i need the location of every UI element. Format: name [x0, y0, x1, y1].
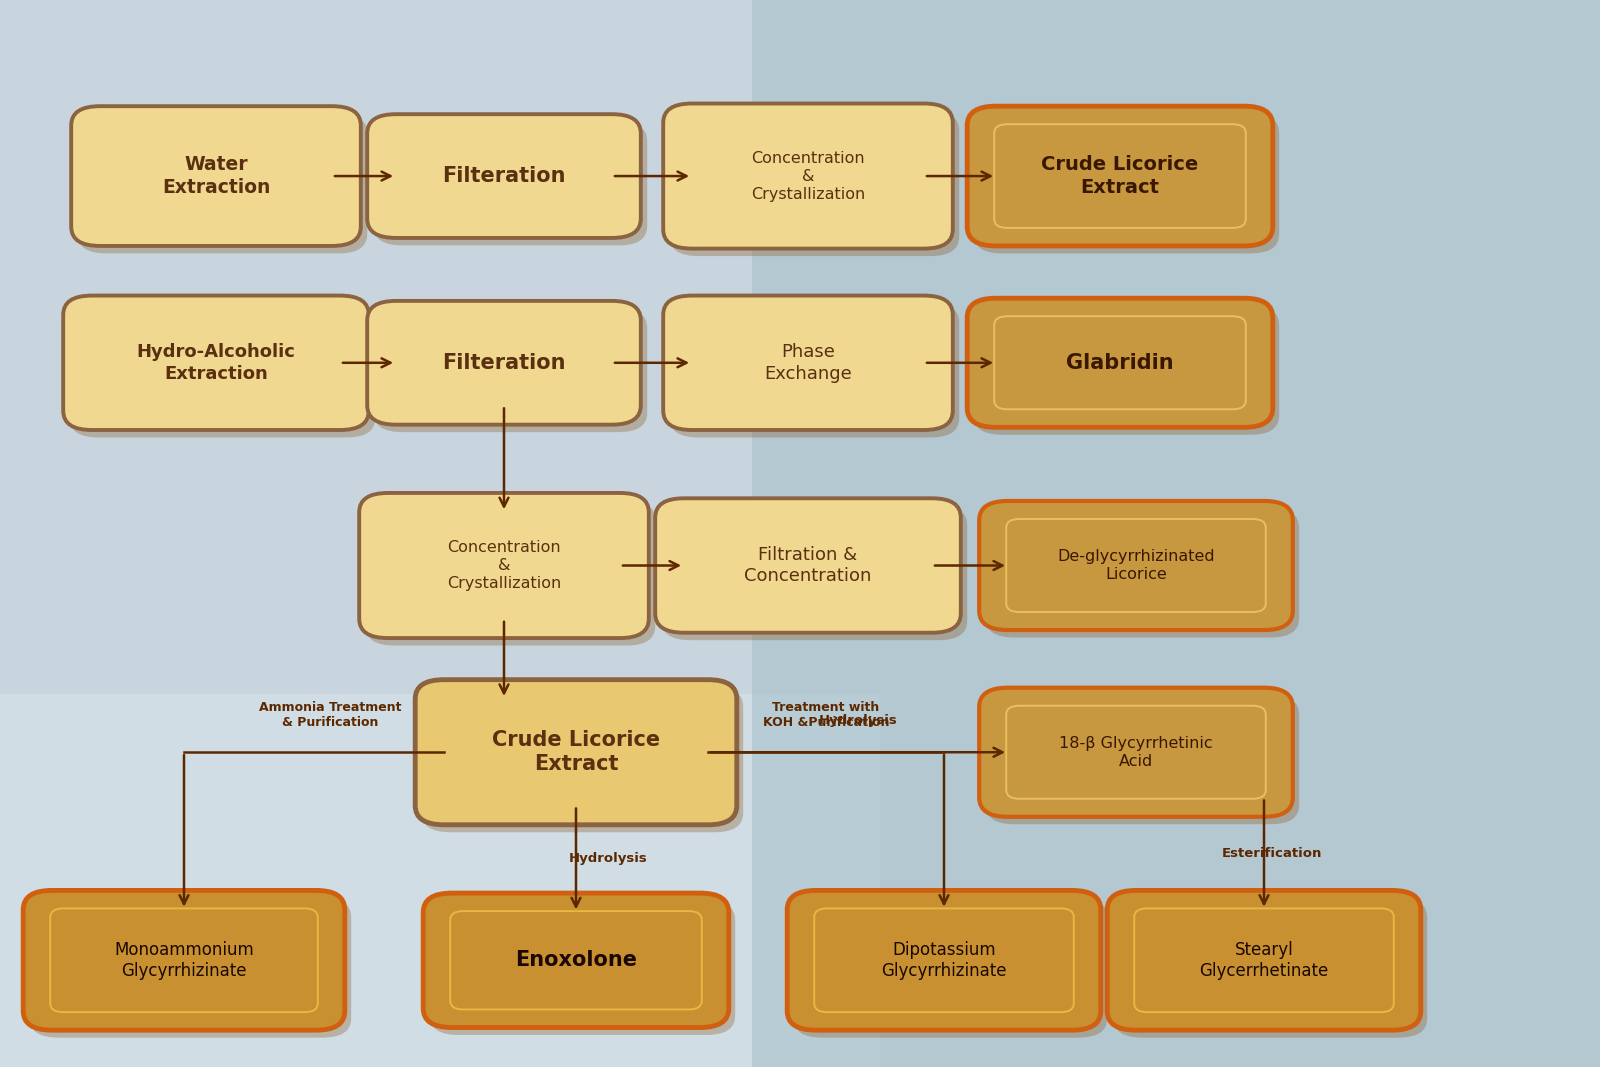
FancyBboxPatch shape	[64, 296, 368, 430]
FancyBboxPatch shape	[656, 498, 960, 633]
FancyBboxPatch shape	[429, 901, 734, 1035]
Text: Treatment with
KOH &Purification: Treatment with KOH &Purification	[763, 701, 890, 729]
Text: Hydrolysis: Hydrolysis	[568, 853, 648, 865]
FancyBboxPatch shape	[973, 305, 1278, 435]
Text: Filtration &
Concentration: Filtration & Concentration	[744, 545, 872, 586]
FancyBboxPatch shape	[70, 303, 376, 437]
FancyBboxPatch shape	[670, 111, 958, 256]
FancyBboxPatch shape	[421, 687, 742, 832]
Text: Concentration
&
Crystallization: Concentration & Crystallization	[750, 150, 866, 202]
FancyBboxPatch shape	[794, 898, 1107, 1037]
FancyBboxPatch shape	[422, 893, 728, 1028]
FancyBboxPatch shape	[662, 103, 952, 249]
Text: Filteration: Filteration	[442, 353, 566, 372]
FancyBboxPatch shape	[1107, 890, 1421, 1031]
Text: Crude Licorice
Extract: Crude Licorice Extract	[1042, 155, 1198, 197]
FancyBboxPatch shape	[365, 500, 656, 646]
Text: Hydrolysis: Hydrolysis	[819, 714, 898, 727]
FancyBboxPatch shape	[986, 696, 1299, 824]
FancyBboxPatch shape	[787, 890, 1101, 1031]
FancyBboxPatch shape	[30, 898, 352, 1037]
Text: Monoammonium
Glycyrrhizinate: Monoammonium Glycyrrhizinate	[114, 940, 254, 981]
FancyBboxPatch shape	[368, 301, 642, 425]
FancyBboxPatch shape	[966, 107, 1272, 246]
FancyBboxPatch shape	[979, 501, 1293, 630]
FancyBboxPatch shape	[662, 296, 952, 430]
FancyBboxPatch shape	[374, 122, 646, 245]
FancyBboxPatch shape	[979, 687, 1293, 817]
Text: Phase
Exchange: Phase Exchange	[765, 343, 851, 383]
Bar	[752, 0, 1600, 1067]
FancyBboxPatch shape	[662, 506, 966, 640]
FancyBboxPatch shape	[24, 890, 346, 1031]
FancyBboxPatch shape	[973, 114, 1278, 254]
FancyBboxPatch shape	[78, 114, 368, 254]
Text: Dipotassium
Glycyrrhizinate: Dipotassium Glycyrrhizinate	[882, 940, 1006, 981]
FancyBboxPatch shape	[72, 107, 362, 246]
Polygon shape	[0, 694, 880, 1067]
Text: Hydro-Alcoholic
Extraction: Hydro-Alcoholic Extraction	[136, 343, 296, 383]
FancyBboxPatch shape	[374, 308, 646, 432]
Text: Esterification: Esterification	[1222, 847, 1322, 860]
FancyBboxPatch shape	[1114, 898, 1427, 1037]
Text: Glabridin: Glabridin	[1066, 353, 1174, 372]
FancyBboxPatch shape	[966, 298, 1272, 427]
FancyBboxPatch shape	[670, 303, 958, 437]
Text: Water
Extraction: Water Extraction	[162, 155, 270, 197]
Text: Ammonia Treatment
& Purification: Ammonia Treatment & Purification	[259, 701, 402, 729]
Text: 18-β Glycyrrhetinic
Acid: 18-β Glycyrrhetinic Acid	[1059, 736, 1213, 768]
Text: Concentration
&
Crystallization: Concentration & Crystallization	[446, 540, 562, 591]
FancyBboxPatch shape	[368, 114, 642, 238]
Text: De-glycyrrhizinated
Licorice: De-glycyrrhizinated Licorice	[1058, 550, 1214, 582]
FancyBboxPatch shape	[358, 493, 650, 638]
Text: Enoxolone: Enoxolone	[515, 951, 637, 970]
Text: Crude Licorice
Extract: Crude Licorice Extract	[491, 730, 661, 775]
Text: Stearyl
Glycerrhetinate: Stearyl Glycerrhetinate	[1200, 940, 1328, 981]
FancyBboxPatch shape	[986, 509, 1299, 638]
Text: Filteration: Filteration	[442, 166, 566, 186]
FancyBboxPatch shape	[414, 680, 736, 825]
